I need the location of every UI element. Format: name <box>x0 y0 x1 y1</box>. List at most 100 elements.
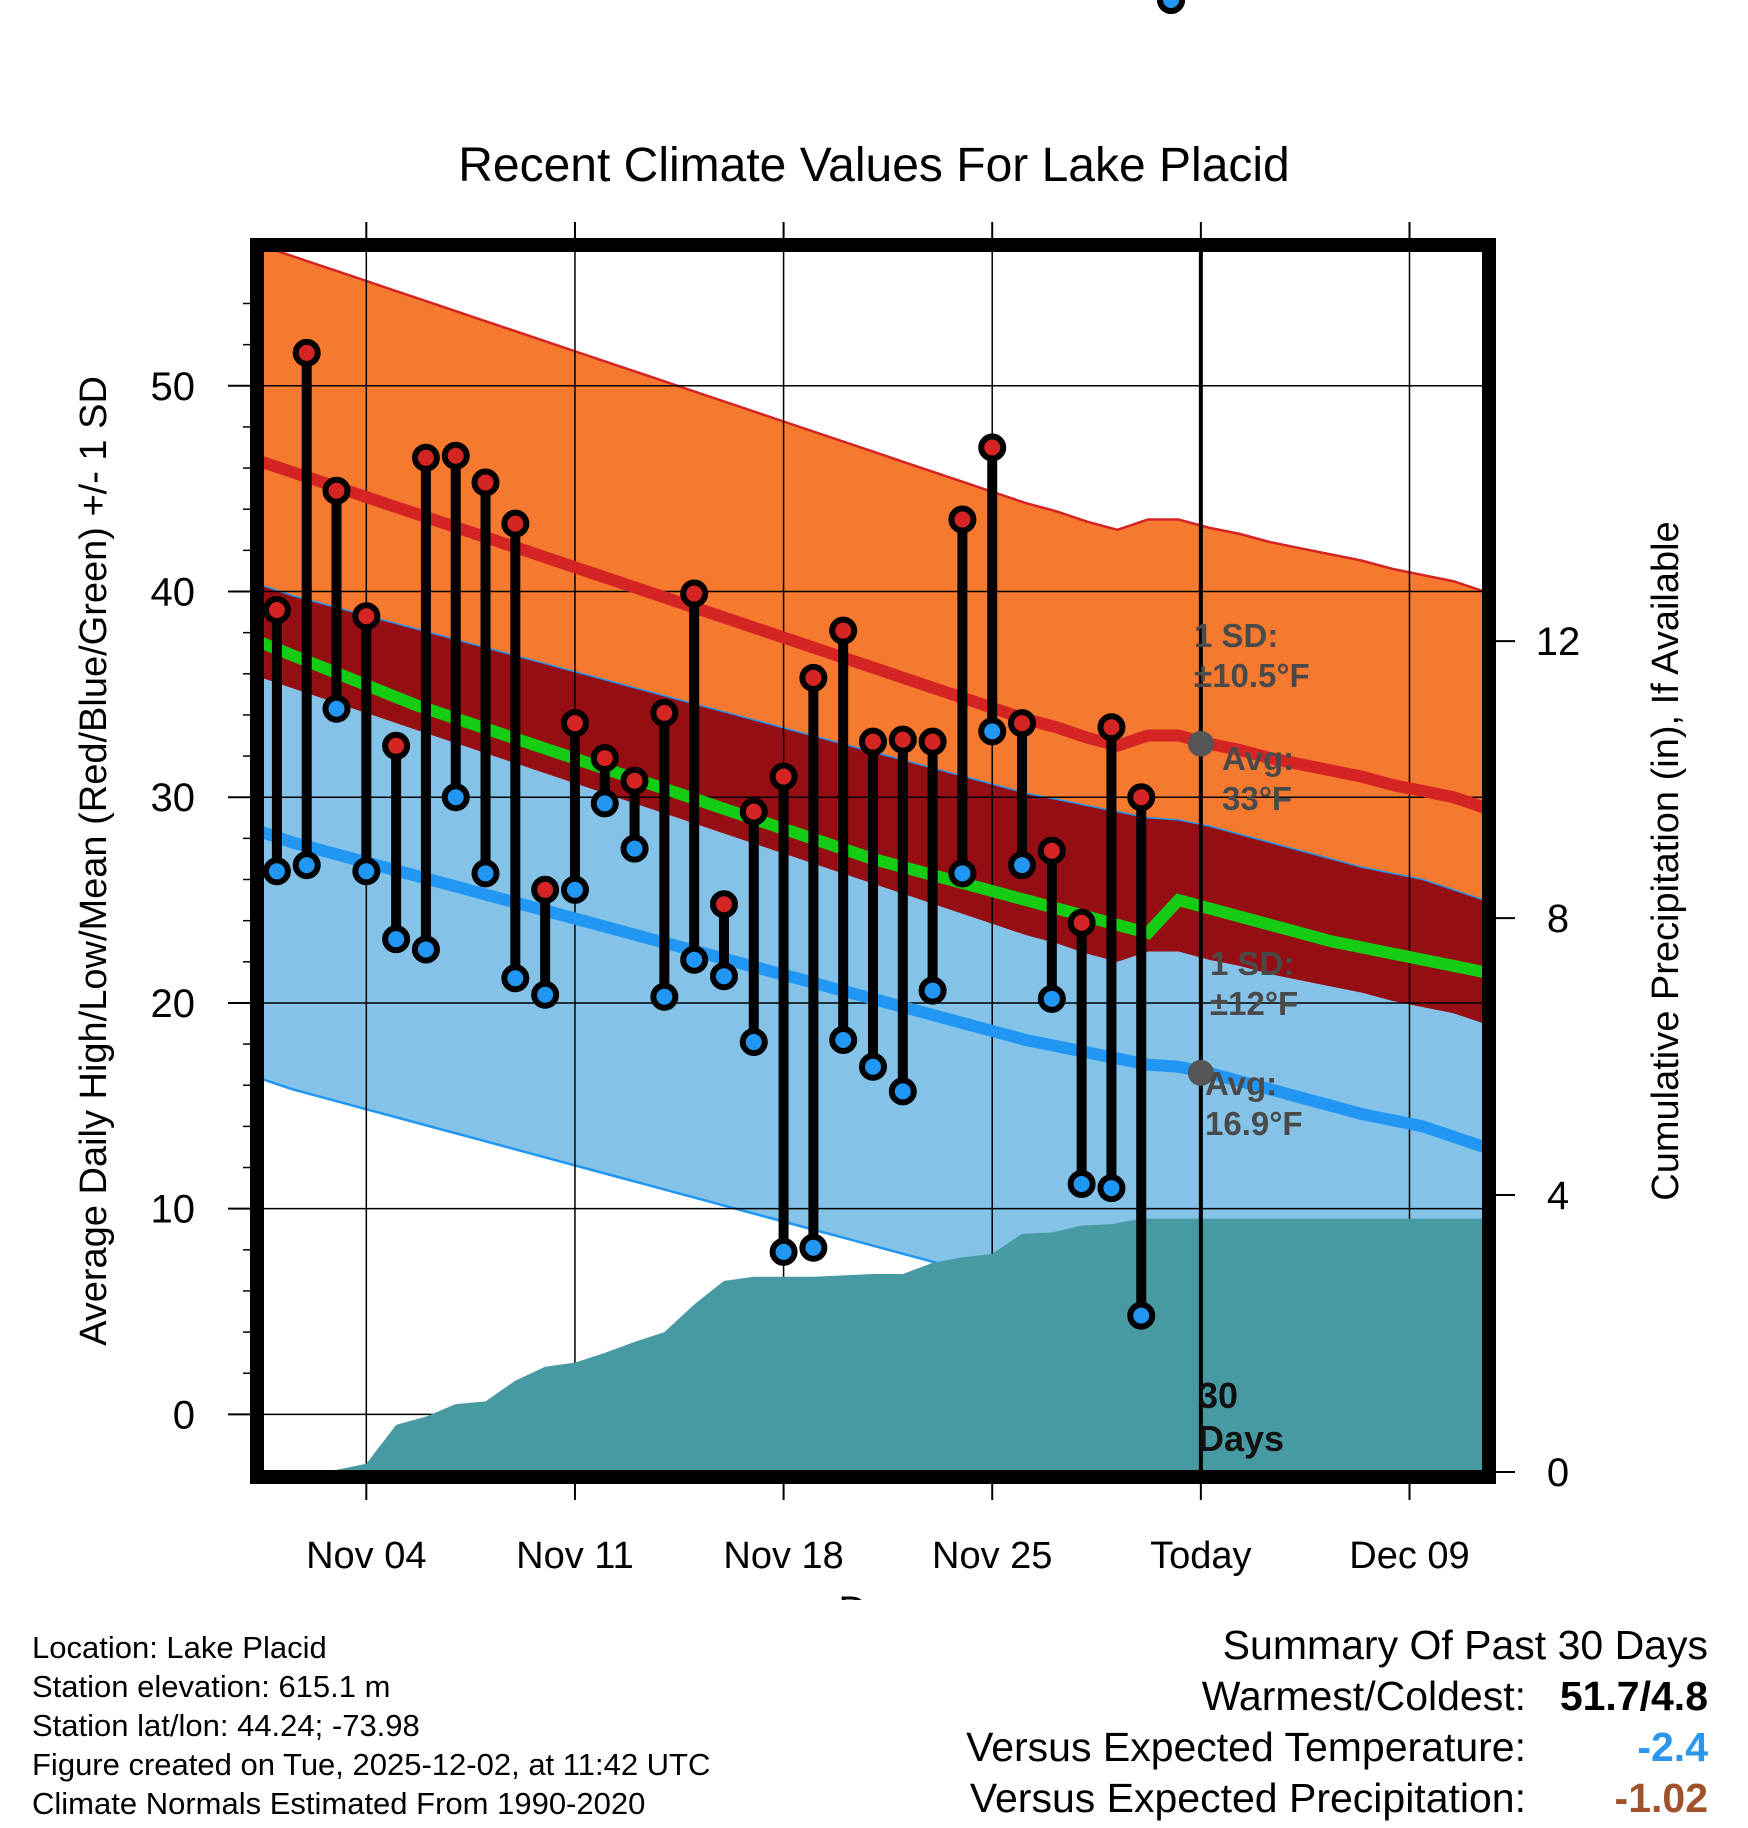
low-marker <box>471 859 500 888</box>
today-low-normal-dot <box>1187 1059 1214 1086</box>
high-marker <box>471 468 500 497</box>
low-marker <box>739 1028 768 1057</box>
low-marker <box>1127 1301 1156 1330</box>
low-marker <box>829 1025 858 1054</box>
high-marker <box>978 433 1007 462</box>
high-marker <box>1097 713 1126 742</box>
high-marker <box>560 709 589 738</box>
high-marker <box>322 476 351 505</box>
low-marker <box>948 859 977 888</box>
low-marker <box>888 1077 917 1106</box>
high-sd-label: 1 SD: ±10.5°F <box>1194 617 1310 694</box>
x-axis-label: Day <box>838 1589 909 1600</box>
precip-departure-label: Versus Expected Precipitation: <box>969 1775 1526 1821</box>
temp-departure-value: -2.4 <box>1637 1724 1708 1770</box>
high-marker <box>859 727 887 756</box>
low-marker <box>292 851 321 880</box>
low-marker <box>799 1233 828 1262</box>
climate-chart: 1 SD: ±10.5°F Avg: 33°F 1 SD: ±12°F Avg: 16.9°F… <box>73 0 1687 1600</box>
x-tick-label: Nov 18 <box>723 1535 843 1577</box>
low-avg-label: Avg: 16.9°F <box>1205 1065 1303 1142</box>
high-marker <box>829 616 858 645</box>
y-tick-label: 0 <box>173 1393 195 1437</box>
low-marker <box>1067 1169 1096 1198</box>
y-tick-label: 10 <box>151 1188 196 1232</box>
high-marker <box>590 744 619 773</box>
high-upper-edge <box>270 250 1484 593</box>
y-tick-label: 30 <box>151 776 196 820</box>
high-marker <box>352 602 381 631</box>
high-marker <box>948 505 977 534</box>
high-marker <box>1037 836 1066 865</box>
elevation-text: Station elevation: 615.1 m <box>32 1669 391 1704</box>
low-marker <box>650 982 679 1011</box>
normals-text: Climate Normals Estimated From 1990-2020 <box>32 1786 646 1821</box>
high-marker <box>769 762 798 791</box>
high-marker <box>411 443 440 472</box>
low-marker <box>590 789 619 818</box>
low-marker <box>531 980 560 1009</box>
high-marker <box>441 441 470 470</box>
low-marker <box>322 694 351 723</box>
high-marker <box>680 579 709 608</box>
y2-tick-label: 4 <box>1547 1174 1569 1218</box>
low-marker <box>262 857 291 886</box>
station-info: Location: Lake Placid Station elevation:… <box>32 1628 710 1823</box>
axes: Nov 04 Nov 11 Nov 18 Nov 25 Today Dec 09 0 10 20… <box>151 222 1581 1577</box>
normal-high-line <box>262 456 1484 814</box>
high-marker <box>888 725 917 754</box>
precip-departure-value: -1.02 <box>1614 1775 1708 1821</box>
low-marker <box>918 976 947 1005</box>
latlon-text: Station lat/lon: 44.24; -73.98 <box>32 1708 420 1743</box>
y2-tick-label: 0 <box>1547 1451 1569 1495</box>
low-marker <box>411 935 440 964</box>
low-marker <box>1008 851 1037 880</box>
low-marker <box>560 875 589 904</box>
high-marker <box>501 509 530 538</box>
high-avg-label: Avg: 33°F <box>1222 740 1294 817</box>
today-high-normal-dot <box>1187 730 1214 757</box>
normal-annotations: 1 SD: ±10.5°F Avg: 33°F 1 SD: ±12°F Avg: 16.9°F… <box>1187 617 1310 1459</box>
low-marker <box>769 1237 798 1266</box>
high-marker <box>918 727 947 756</box>
high-marker <box>799 663 828 692</box>
low-marker <box>709 962 738 991</box>
low-marker <box>859 1052 887 1081</box>
warmest-coldest-value: 51.7/4.8 <box>1559 1673 1708 1719</box>
high-marker <box>1127 783 1156 812</box>
location-text: Location: Lake Placid <box>32 1630 327 1665</box>
temp-departure-label: Versus Expected Temperature: <box>966 1724 1526 1770</box>
x-tick-label: Nov 11 <box>516 1535 634 1577</box>
y-tick-label: 40 <box>151 571 196 615</box>
high-marker <box>382 731 411 760</box>
high-marker <box>739 797 768 826</box>
high-marker <box>292 338 321 367</box>
daily-range-bars <box>262 0 1186 1330</box>
y-axis-label: Average Daily High/Low/Mean (Red/Blue/Gr… <box>73 376 115 1346</box>
y2-axis-label: Cumulative Precipitation (in), If Availa… <box>1645 521 1687 1200</box>
low-sd-label: 1 SD: ±12°F <box>1210 945 1298 1022</box>
low-marker <box>441 783 470 812</box>
y-tick-label: 50 <box>151 365 196 409</box>
summary-panel: Summary Of Past 30 Days Warmest/Coldest:… <box>808 1620 1708 1824</box>
low-marker <box>352 857 381 886</box>
high-marker <box>1067 908 1096 937</box>
low-marker <box>620 834 649 863</box>
low-marker <box>1097 1174 1126 1203</box>
low-marker <box>501 964 530 993</box>
period-label: 30 Days <box>1198 1375 1284 1459</box>
low-marker <box>978 717 1007 746</box>
high-marker <box>709 890 738 919</box>
warmest-coldest-label: Warmest/Coldest: <box>1201 1673 1526 1719</box>
high-marker <box>650 698 679 727</box>
high-marker <box>531 875 560 904</box>
y2-tick-label: 8 <box>1547 897 1569 941</box>
plot-frame <box>250 238 1496 1484</box>
created-text: Figure created on Tue, 2025-12-02, at 11… <box>32 1747 711 1782</box>
high-marker <box>262 596 291 625</box>
precipitation-area <box>276 1218 1484 1472</box>
low-marker <box>1037 984 1066 1013</box>
chart-title: Recent Climate Values For Lake Placid <box>458 139 1290 192</box>
y2-tick-label: 12 <box>1536 620 1581 664</box>
low-marker <box>680 945 709 974</box>
